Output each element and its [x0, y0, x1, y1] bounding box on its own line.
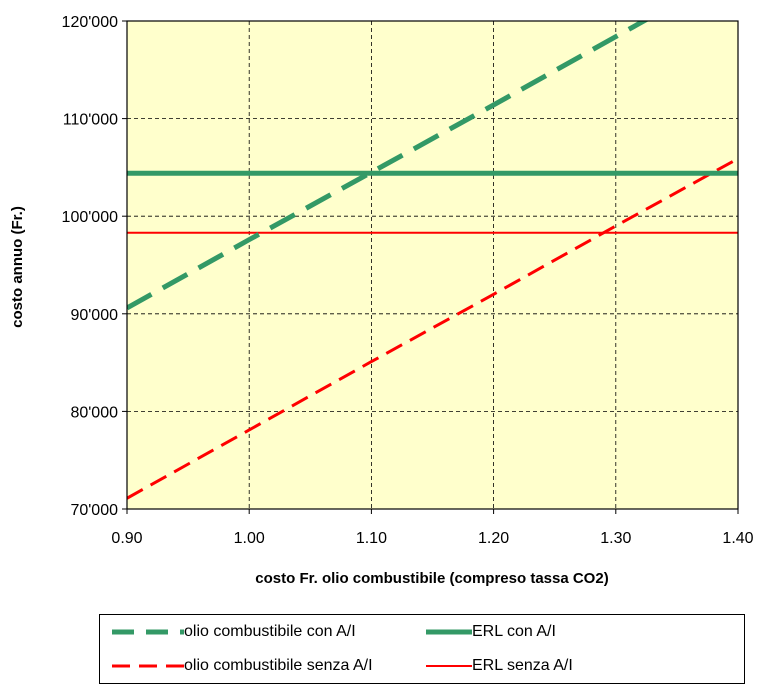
x-axis: 0.90 1.00 1.10 1.20 1.30 1.40 — [111, 509, 754, 547]
legend: olio combustibile con A/I ERL con A/I ol… — [99, 614, 745, 684]
y-tick-label: 90'000 — [70, 307, 118, 324]
legend-swatch-erl-senza — [426, 665, 472, 667]
legend-swatch-erl-con — [426, 629, 472, 635]
x-tick-label: 1.00 — [234, 530, 265, 547]
x-axis-label: costo Fr. olio combustibile (compreso ta… — [255, 570, 608, 587]
legend-swatch-olio-con — [112, 629, 184, 635]
series-line-0 — [127, 21, 649, 311]
legend-label-olio-con: olio combustibile con A/I — [184, 623, 356, 640]
legend-item-erl-con: ERL con A/I — [426, 621, 556, 643]
x-tick-label: 1.10 — [356, 530, 387, 547]
y-tick-label: 80'000 — [70, 404, 118, 421]
legend-label-erl-senza: ERL senza A/I — [472, 657, 573, 674]
y-tick-label: 110'000 — [63, 112, 118, 129]
y-axis: 70'000 80'000 90'000 100'000 110'000 120'000 — [62, 14, 127, 519]
y-tick-label: 120'000 — [62, 14, 119, 31]
legend-swatch-olio-senza — [112, 664, 184, 668]
x-tick-label: 1.20 — [478, 530, 509, 547]
x-tick-label: 1.30 — [600, 530, 631, 547]
legend-label-olio-senza: olio combustibile senza A/I — [184, 657, 373, 674]
y-tick-label: 70'000 — [70, 502, 118, 519]
x-tick-label: 0.90 — [111, 530, 142, 547]
series-line-2 — [127, 157, 738, 500]
plot-border — [126, 20, 739, 510]
y-tick-label: 100'000 — [62, 209, 119, 226]
plot-background — [127, 21, 738, 509]
legend-item-olio-con: olio combustibile con A/I — [112, 621, 356, 643]
y-axis-label: costo annuo (Fr.) — [9, 206, 26, 328]
x-tick-label: 1.40 — [722, 530, 753, 547]
legend-label-erl-con: ERL con A/I — [472, 623, 556, 640]
chart: 70'00080'00090'000100'000110'000120'000 … — [9, 14, 754, 587]
legend-item-erl-senza: ERL senza A/I — [426, 655, 573, 677]
legend-item-olio-senza: olio combustibile senza A/I — [112, 655, 373, 677]
gridlines — [127, 21, 738, 509]
series-layer — [127, 21, 738, 500]
